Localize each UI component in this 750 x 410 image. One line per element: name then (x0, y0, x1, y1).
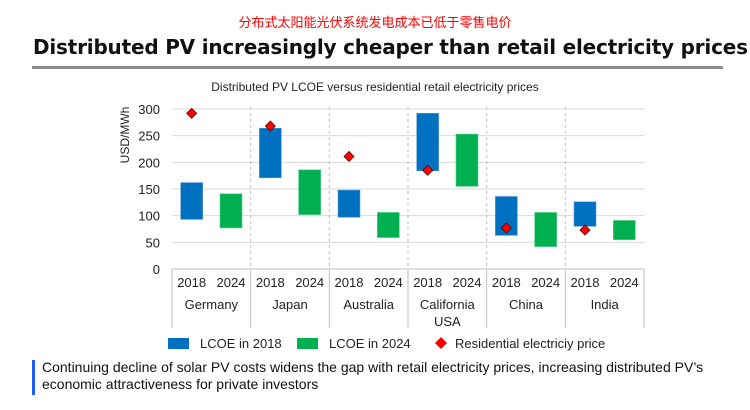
x-category-label: Japan (272, 297, 307, 312)
footer-note: Continuing decline of solar PV costs wid… (42, 359, 704, 392)
x-category-label: USA (434, 314, 461, 329)
x-subcategory-label: 2024 (610, 275, 639, 290)
x-subcategory-label: 2024 (295, 275, 324, 290)
legend-swatch-2018 (168, 338, 189, 349)
x-subcategory-label: 2018 (256, 275, 285, 290)
x-subcategory-label: 2018 (492, 275, 521, 290)
bar-lcoe-2024 (455, 133, 479, 187)
x-subcategory-label: 2018 (413, 275, 442, 290)
bar-lcoe-2018 (573, 201, 597, 227)
bar-lcoe-2024 (377, 212, 400, 238)
legend-label-2024: LCOE in 2024 (329, 336, 411, 351)
legend-swatch-2024 (297, 338, 318, 349)
chart: 0 50 100 150 200 250 300 USD/MWh 2018 2024 Germa… (118, 102, 645, 351)
legend-label-2018: LCOE in 2018 (200, 336, 282, 351)
bars (180, 112, 636, 247)
x-subcategory-label: 2024 (217, 275, 246, 290)
x-subcategory-label: 2018 (571, 275, 600, 290)
x-subcategory-label: 2024 (531, 275, 560, 290)
y-axis-label: USD/MWh (118, 107, 132, 164)
group-separators (250, 107, 566, 269)
bar-lcoe-2024 (534, 212, 557, 247)
y-tick-label: 0 (153, 262, 160, 277)
y-axis-ticks: 0 50 100 150 200 250 300 (138, 102, 160, 277)
y-tick-label: 200 (138, 155, 160, 170)
bar-lcoe-2018 (337, 189, 361, 218)
title-divider (32, 66, 723, 69)
y-tick-label: 150 (138, 182, 160, 197)
x-subcategory-label: 2024 (374, 275, 403, 290)
bar-lcoe-2018 (259, 127, 282, 179)
price-marker (343, 150, 355, 163)
y-tick-label: 250 (138, 129, 160, 144)
legend-marker-price (435, 337, 447, 349)
x-category-label: Australia (343, 297, 394, 312)
bar-lcoe-2024 (298, 169, 321, 215)
price-marker (422, 164, 434, 176)
price-marker (264, 120, 276, 132)
bar-lcoe-2018 (416, 112, 439, 172)
page-title: Distributed PV increasingly cheaper than… (33, 35, 748, 59)
bar-lcoe-2024 (219, 193, 243, 229)
x-subcategory-label: 2024 (453, 275, 482, 290)
x-subcategory-label: 2018 (335, 275, 364, 290)
x-category-label: India (591, 297, 620, 312)
x-category-label: California (420, 297, 476, 312)
chinese-subtitle: 分布式太阳能光伏系统发电成本已低于零售电价 (238, 16, 512, 31)
legend: LCOE in 2018 LCOE in 2024 Residential elec… (168, 336, 605, 351)
y-tick-label: 300 (138, 102, 160, 117)
chart-title: Distributed PV LCOE versus residential r… (211, 80, 539, 94)
x-category-label: Germany (185, 297, 239, 312)
x-subcategory-label: 2018 (177, 275, 206, 290)
price-marker (579, 224, 591, 236)
price-markers (186, 107, 591, 236)
x-category-label: China (509, 297, 544, 312)
price-marker (500, 222, 512, 234)
y-tick-label: 100 (138, 209, 160, 224)
bar-lcoe-2024 (613, 220, 636, 240)
footer-accent-bar (32, 360, 35, 395)
price-marker (186, 107, 198, 119)
legend-label-price: Residential electriciy price (455, 336, 605, 351)
bar-lcoe-2018 (180, 182, 203, 220)
bar-lcoe-2018 (495, 196, 518, 236)
x-axis: 2018 2024 Germany 2018 2024 Japan 2018 2024 Aust… (171, 268, 645, 329)
y-tick-label: 50 (146, 235, 160, 250)
